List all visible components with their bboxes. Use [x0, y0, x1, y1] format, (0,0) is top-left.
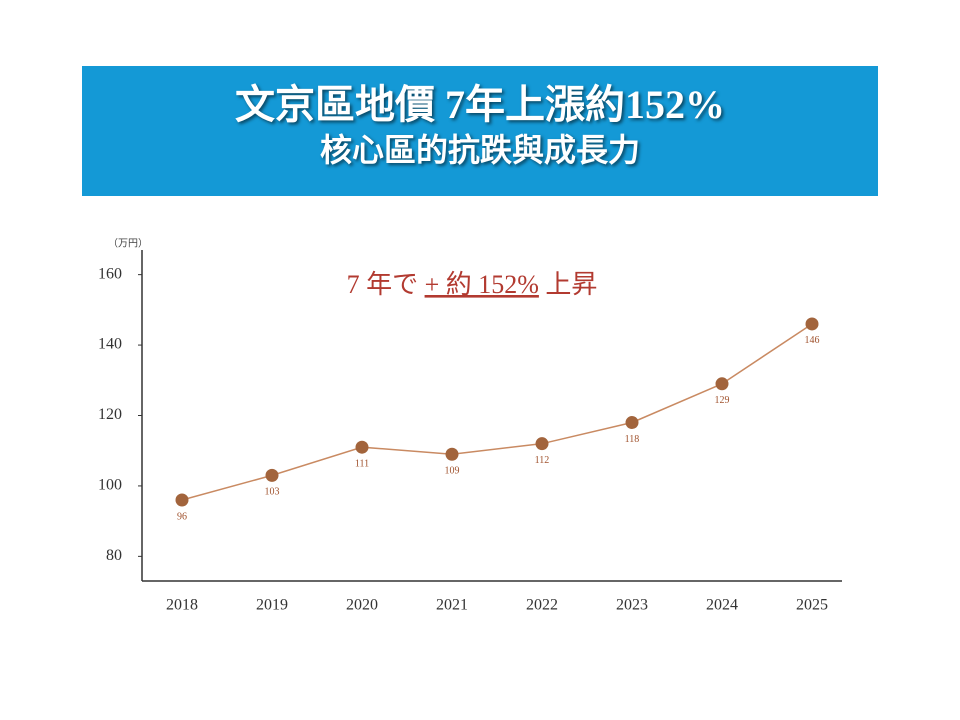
line [181, 323, 813, 501]
data-label: 129 [715, 395, 730, 406]
y-tick-label: 80 [106, 547, 122, 564]
point [625, 416, 639, 430]
annotation-highlight: + 約 152% [425, 270, 539, 299]
x-tick-label: 2020 [346, 597, 378, 614]
y-tick-label: 160 [98, 265, 122, 282]
x-tick-label: 2025 [796, 597, 828, 614]
y-tick-label: 140 [98, 336, 122, 353]
data-label: 103 [265, 487, 280, 498]
annotation: 7 年で + 約 152% 上昇 [347, 270, 598, 299]
data-label: 146 [805, 335, 820, 346]
annotation-suffix: 上昇 [539, 270, 598, 299]
x-tick-label: 2018 [166, 597, 198, 614]
point [805, 317, 819, 331]
data-label: 111 [355, 458, 369, 469]
x-tick-label: 2024 [706, 597, 738, 614]
point [535, 437, 549, 451]
y-unit-label: （万円） [108, 237, 148, 249]
x-tick-label: 2021 [436, 597, 468, 614]
subtitle: 核心區的抗跌與成長力 [319, 132, 640, 168]
x-tick-label: 2022 [526, 597, 558, 614]
annotation-prefix: 7 年で [347, 270, 425, 299]
point [265, 468, 279, 482]
point [715, 377, 729, 391]
data-label: 109 [445, 466, 460, 477]
y-tick-label: 100 [98, 477, 122, 494]
point [355, 440, 369, 454]
point [175, 493, 189, 507]
title: 文京區地價 7年上漲約152% [235, 82, 725, 127]
data-label: 118 [625, 434, 640, 445]
y-tick-label: 120 [98, 406, 122, 423]
point [445, 447, 459, 461]
header-banner: 文京區地價 7年上漲約152% 核心區的抗跌與成長力 [82, 66, 878, 196]
x-tick-label: 2019 [256, 597, 288, 614]
data-label: 96 [177, 511, 187, 522]
data-label: 112 [535, 455, 550, 466]
x-tick-label: 2023 [616, 597, 648, 614]
